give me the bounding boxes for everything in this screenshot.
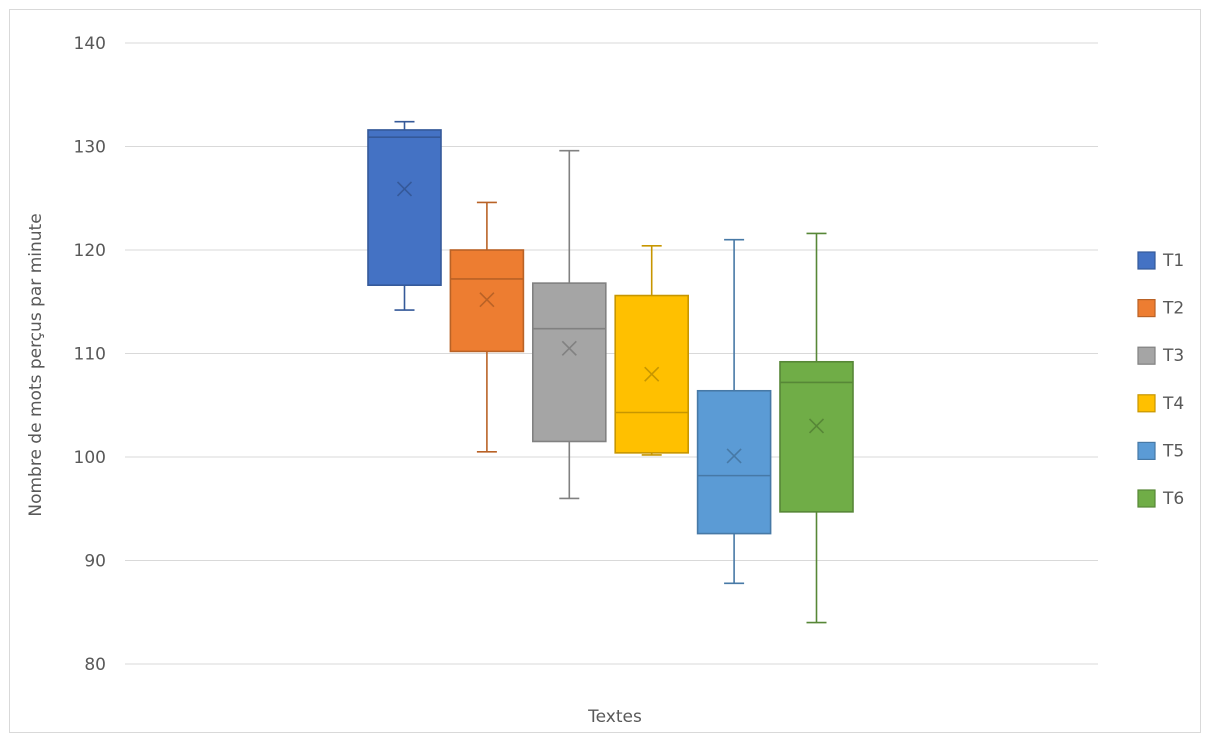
- mean-marker: [726, 448, 742, 464]
- y-tick-label: 90: [84, 552, 106, 572]
- mean-marker: [808, 418, 825, 434]
- legend-label: T6: [1162, 489, 1184, 509]
- legend-label: T2: [1162, 299, 1184, 319]
- box-body: [779, 360, 854, 513]
- legend-swatch: [1137, 299, 1156, 318]
- y-tick-label: 120: [74, 241, 106, 261]
- legend-label: T3: [1162, 346, 1184, 366]
- box-t5: [696, 238, 772, 585]
- legend: T1 T2 T3 T4 T5 T6: [1137, 251, 1184, 509]
- mean-marker: [561, 340, 577, 356]
- legend-swatch: [1137, 346, 1156, 365]
- y-axis-ticks: 80 90 100 110 120 130 140: [74, 34, 106, 675]
- mean-marker: [396, 181, 413, 197]
- box-body: [367, 129, 442, 286]
- legend-label: T5: [1162, 441, 1184, 461]
- mean-marker: [644, 366, 660, 382]
- legend-swatch: [1137, 441, 1156, 460]
- box-t6: [779, 232, 854, 624]
- y-axis-title: Nombre de mots perçus par minute: [26, 213, 46, 516]
- gridlines: [125, 42, 1098, 665]
- box-t4: [614, 245, 690, 456]
- y-tick-label: 80: [84, 655, 106, 675]
- box-t3: [531, 149, 607, 500]
- legend-label: T4: [1162, 394, 1184, 414]
- y-tick-label: 140: [74, 34, 106, 54]
- mean-marker: [479, 292, 495, 308]
- legend-swatch: [1137, 251, 1156, 270]
- legend-swatch: [1137, 394, 1156, 413]
- legend-swatch: [1137, 489, 1156, 508]
- box-t1: [367, 120, 442, 311]
- y-tick-label: 100: [74, 448, 106, 468]
- x-axis-title: Textes: [587, 707, 642, 727]
- legend-label: T1: [1162, 251, 1184, 271]
- y-tick-label: 110: [74, 345, 106, 365]
- box-body: [531, 282, 607, 443]
- box-series: [367, 120, 854, 624]
- y-tick-label: 130: [74, 138, 106, 158]
- box-t2: [449, 201, 525, 453]
- box-body: [696, 389, 772, 535]
